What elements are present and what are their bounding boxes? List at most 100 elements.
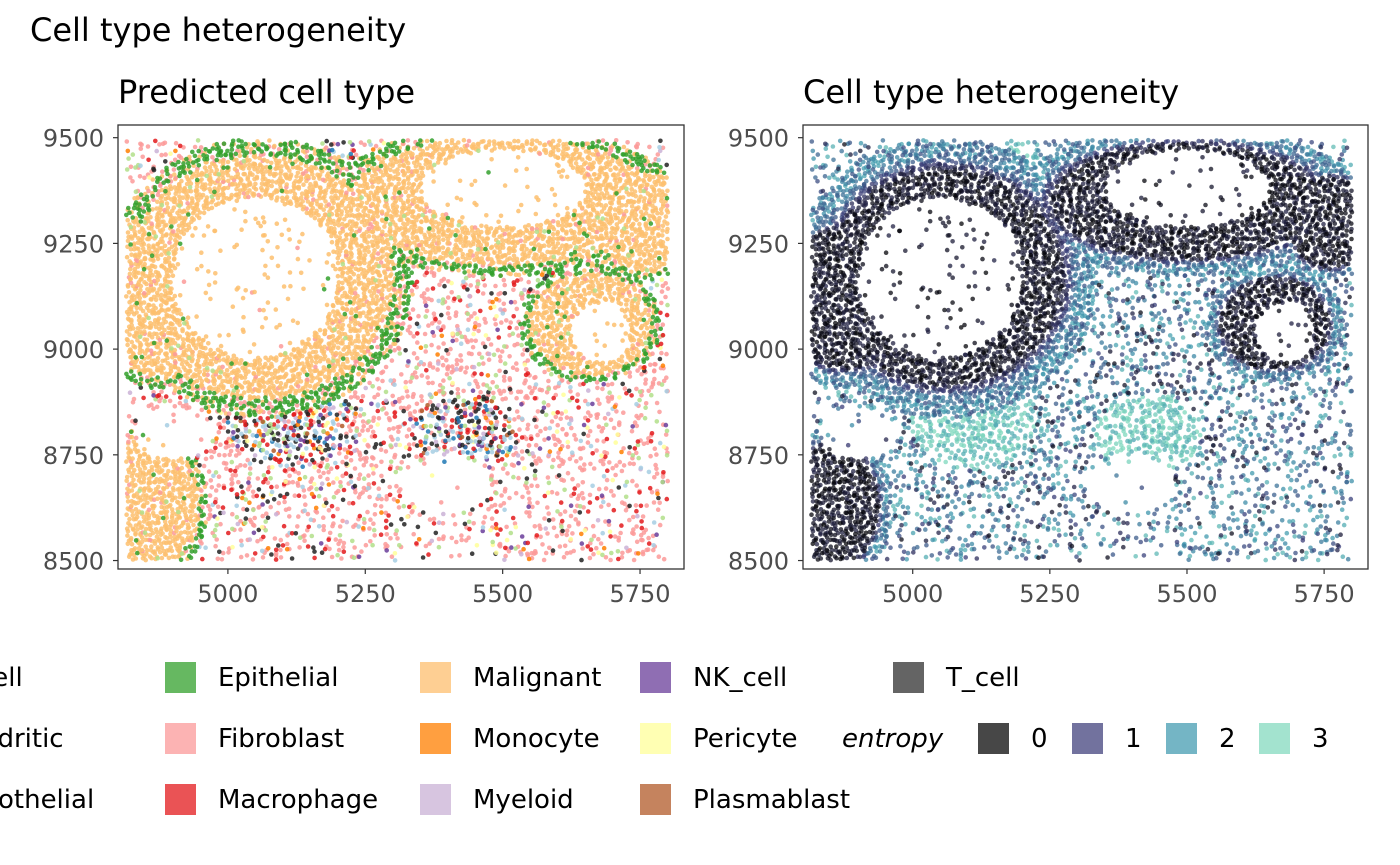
cell-point <box>129 252 134 257</box>
cell-point <box>155 365 160 370</box>
cell-point <box>355 395 361 401</box>
cell-point <box>599 367 605 373</box>
cell-point <box>348 334 354 340</box>
cell-point <box>566 524 572 529</box>
cell-point <box>412 370 418 375</box>
cell-point <box>181 471 186 477</box>
cell-point <box>631 527 636 532</box>
cell-point <box>561 554 567 560</box>
cell-point <box>542 348 548 353</box>
cell-point <box>573 437 579 442</box>
cell-point <box>375 214 380 219</box>
cell-point <box>184 331 190 336</box>
cell-point <box>619 322 624 328</box>
cell-point <box>375 392 381 398</box>
cell-point <box>139 539 145 544</box>
cell-point <box>249 519 254 525</box>
cell-point <box>634 524 639 529</box>
cell-point <box>594 545 599 551</box>
cell-point <box>132 467 137 473</box>
cell-point <box>286 419 291 424</box>
cell-point <box>587 240 593 245</box>
cell-point <box>543 550 549 556</box>
cell-point <box>124 526 130 531</box>
cell-point <box>307 258 312 263</box>
cell-point <box>401 221 406 226</box>
cell-point <box>663 214 669 219</box>
cell-point <box>379 473 384 479</box>
cell-point <box>125 230 131 235</box>
cell-point <box>267 401 272 406</box>
cell-point <box>128 348 134 353</box>
cell-point <box>201 463 207 469</box>
cell-point <box>171 412 176 418</box>
cell-point <box>500 242 506 247</box>
cell-point <box>247 483 252 489</box>
cell-point <box>184 405 189 411</box>
cell-point <box>278 547 283 553</box>
cell-point <box>652 235 657 241</box>
cell-point <box>526 443 532 448</box>
cell-point <box>173 385 178 390</box>
cell-point <box>625 347 630 353</box>
cell-point <box>557 463 562 469</box>
cell-point <box>214 537 219 542</box>
cell-point <box>611 322 617 328</box>
cell-point <box>340 392 346 398</box>
cell-point <box>321 527 327 533</box>
cell-point <box>499 349 505 354</box>
cell-point <box>396 505 402 510</box>
cell-point <box>580 480 586 485</box>
cell-point <box>169 331 175 336</box>
cell-point <box>407 411 413 416</box>
cell-point <box>616 300 622 306</box>
cell-point <box>368 222 373 227</box>
cell-point <box>445 311 451 316</box>
cell-point <box>429 265 435 271</box>
cell-point <box>150 520 155 525</box>
cell-point <box>295 483 301 488</box>
cell-point <box>639 371 644 377</box>
cell-point <box>215 347 221 353</box>
cell-point <box>594 438 600 443</box>
cell-point <box>148 320 153 326</box>
cell-point <box>160 358 165 364</box>
cell-point <box>501 301 507 307</box>
cell-point <box>463 370 468 375</box>
cell-point <box>172 554 178 560</box>
cell-point <box>603 486 609 491</box>
cell-point <box>141 476 147 482</box>
cell-point <box>436 345 441 350</box>
cell-point <box>361 485 367 491</box>
cell-point <box>627 370 632 375</box>
cell-point <box>124 459 129 464</box>
cell-point <box>660 223 666 229</box>
cell-point <box>578 456 583 461</box>
cell-point <box>239 384 244 389</box>
cell-point <box>293 366 299 371</box>
cell-point <box>340 473 346 479</box>
cell-point <box>231 353 237 359</box>
cell-point <box>152 549 157 554</box>
cell-point <box>230 480 235 486</box>
cell-point <box>163 523 169 528</box>
cell-point <box>570 476 575 482</box>
cell-point <box>490 380 496 385</box>
cell-point <box>332 364 338 369</box>
cell-point <box>563 310 569 315</box>
cell-point <box>213 271 218 276</box>
cell-point <box>449 290 455 295</box>
cell-point <box>423 249 428 255</box>
cell-point <box>177 293 183 298</box>
cell-point <box>554 491 560 496</box>
cell-point <box>137 467 143 472</box>
cell-point <box>139 547 145 553</box>
cell-point <box>410 508 415 514</box>
cell-point <box>560 227 566 233</box>
cell-point <box>171 418 177 424</box>
cell-point <box>286 506 292 512</box>
cell-point <box>489 473 495 479</box>
cell-point <box>386 427 392 432</box>
cell-point <box>549 419 555 424</box>
